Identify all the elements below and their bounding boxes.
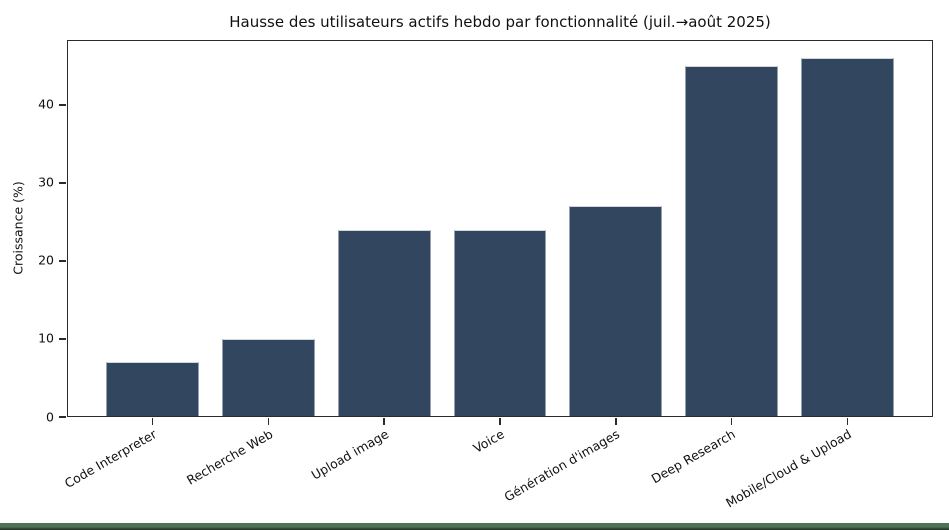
bar-0 [106, 362, 199, 417]
y-axis-label: Croissance (%) [10, 181, 26, 275]
y-tick-2 [59, 260, 66, 262]
x-tick-2 [383, 418, 386, 425]
x-tick-4 [614, 418, 617, 425]
y-tick-1 [59, 338, 66, 340]
x-tick-label-0: Code Interpreter [62, 426, 160, 492]
y-tick-0 [59, 416, 66, 418]
chart-title: Hausse des utilisateurs actifs hebdo par… [229, 13, 771, 31]
bar-3 [453, 229, 547, 417]
bar-5 [685, 65, 778, 417]
x-tick-3 [499, 418, 501, 425]
x-tick-label-6: Mobile/Cloud & Upload [722, 426, 854, 511]
x-tick-label-3: Voice [470, 426, 507, 456]
bar-6 [801, 57, 894, 417]
y-tick-label-1: 10 [38, 330, 54, 346]
x-tick-label-5: Deep Research [648, 426, 739, 487]
y-tick-3 [59, 182, 66, 184]
y-tick-label-4: 40 [38, 96, 54, 112]
y-tick-label-2: 20 [38, 252, 54, 268]
bar-1 [222, 338, 315, 417]
bars-layer: Code Interpreter Recherche Web Upload imag… [38, 40, 933, 510]
y-tick-4 [59, 104, 66, 106]
x-tick-label-4: Génération d'images [501, 426, 623, 505]
footer-band [0, 523, 949, 530]
x-tick-label-2: Upload image [308, 426, 391, 483]
plot-area: Code Interpreter Recherche Web Upload imag… [38, 40, 933, 510]
x-tick-0 [151, 418, 154, 425]
bar-4 [569, 206, 663, 417]
x-tick-6 [846, 418, 849, 425]
bar-2 [337, 229, 431, 417]
y-tick-label-0: 0 [46, 408, 54, 424]
x-tick-label-1: Recherche Web [183, 426, 275, 488]
x-tick-5 [730, 418, 733, 425]
x-tick-1 [267, 418, 270, 425]
y-tick-label-3: 30 [38, 174, 54, 190]
